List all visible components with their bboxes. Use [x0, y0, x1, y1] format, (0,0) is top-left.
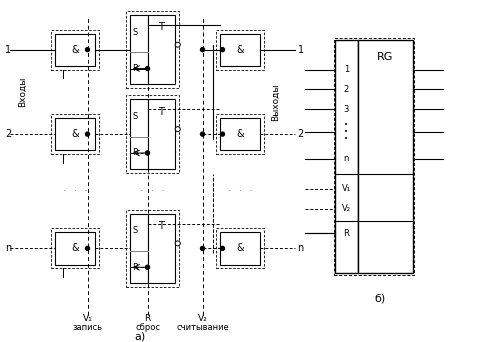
Circle shape	[146, 151, 150, 155]
Bar	[51, 114, 99, 154]
Text: &: &	[71, 129, 79, 139]
Text: запись: запись	[72, 323, 102, 332]
Bar	[216, 228, 264, 268]
Circle shape	[146, 265, 150, 269]
Text: S: S	[132, 226, 138, 236]
Text: V₂: V₂	[342, 204, 351, 213]
Text: &: &	[71, 244, 79, 253]
Text: R: R	[132, 148, 138, 158]
Text: ·  ·  ·: · · ·	[228, 186, 252, 196]
Text: 1: 1	[5, 45, 11, 55]
Text: Входы: Входы	[18, 77, 27, 107]
Text: &: &	[71, 45, 79, 55]
Bar	[216, 29, 264, 70]
Bar	[55, 34, 95, 66]
Text: 1: 1	[298, 45, 304, 55]
Bar	[126, 210, 179, 287]
Text: R: R	[144, 314, 150, 324]
Text: &: &	[236, 244, 244, 253]
Bar	[216, 114, 264, 154]
Circle shape	[86, 48, 89, 52]
Circle shape	[86, 132, 89, 136]
Text: n: n	[5, 244, 11, 253]
Circle shape	[146, 67, 150, 70]
Bar	[358, 40, 412, 273]
Circle shape	[220, 132, 224, 136]
Text: V₁: V₁	[82, 314, 92, 324]
Bar	[148, 15, 175, 84]
Bar	[55, 118, 95, 150]
Circle shape	[86, 246, 89, 250]
Bar	[51, 228, 99, 268]
Bar	[335, 40, 357, 273]
Text: б): б)	[374, 293, 386, 303]
Circle shape	[220, 48, 224, 52]
Bar	[220, 232, 260, 264]
Text: 1: 1	[344, 65, 349, 74]
Circle shape	[176, 42, 180, 47]
Text: V₂: V₂	[198, 314, 207, 324]
Circle shape	[176, 127, 180, 132]
Text: 2: 2	[344, 85, 349, 94]
Bar	[126, 95, 179, 173]
Text: &: &	[236, 45, 244, 55]
Bar	[220, 118, 260, 150]
Text: T: T	[158, 22, 164, 32]
Bar	[220, 34, 260, 66]
Bar	[130, 15, 148, 84]
Text: R: R	[132, 64, 138, 73]
Text: S: S	[132, 28, 138, 37]
Text: сброс: сброс	[135, 323, 160, 332]
Circle shape	[200, 246, 204, 250]
Text: V₁: V₁	[342, 184, 351, 193]
Text: &: &	[236, 129, 244, 139]
Circle shape	[200, 48, 204, 52]
Text: 2: 2	[298, 129, 304, 139]
Text: T: T	[158, 107, 164, 117]
Bar	[51, 29, 99, 70]
Bar	[148, 99, 175, 169]
Bar	[126, 11, 179, 89]
Text: S: S	[132, 112, 138, 121]
Text: R: R	[132, 263, 138, 272]
Bar	[130, 99, 148, 169]
Text: а): а)	[134, 332, 145, 342]
Text: ·  ·  ·: · · ·	[140, 186, 165, 196]
Text: 3: 3	[344, 105, 349, 114]
Bar	[55, 232, 95, 264]
Bar	[148, 214, 175, 283]
Text: ·  ·  ·: · · ·	[62, 186, 88, 196]
Circle shape	[176, 241, 180, 246]
Bar	[130, 214, 148, 283]
Circle shape	[220, 246, 224, 250]
Text: T: T	[158, 221, 164, 231]
Text: Выходы: Выходы	[270, 83, 280, 121]
Text: 2: 2	[5, 129, 11, 139]
Text: n: n	[344, 155, 349, 163]
Text: R: R	[344, 229, 349, 238]
Text: •
•
•: • • •	[344, 122, 348, 142]
Text: считывание: считывание	[176, 323, 229, 332]
Text: RG: RG	[377, 52, 393, 62]
Circle shape	[200, 132, 204, 136]
Bar	[334, 38, 414, 275]
Text: n: n	[298, 244, 304, 253]
